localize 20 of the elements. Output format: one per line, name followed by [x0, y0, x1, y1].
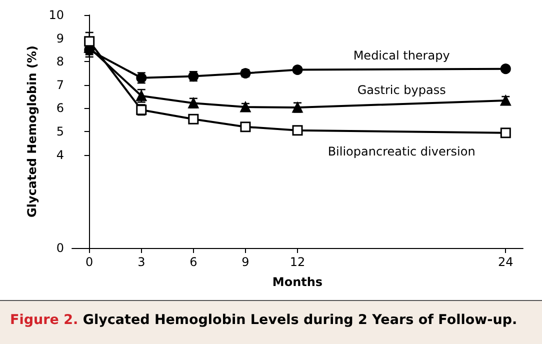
- y-tick-label: 7: [56, 78, 64, 92]
- x-tick-label: 0: [86, 255, 94, 269]
- series-label: Gastric bypass: [357, 83, 446, 98]
- y-tick-label: 0: [56, 241, 64, 255]
- y-axis-title: Glycated Hemoglobin (%): [24, 46, 39, 218]
- y-tick-label: 4: [56, 148, 64, 162]
- y-tick-label: 8: [56, 54, 64, 69]
- x-tick-label: 3: [138, 255, 146, 269]
- y-tick-label: 6: [56, 101, 64, 116]
- x-tick-label: 9: [242, 255, 250, 269]
- text: Figure 2. Glycated Hemoglobin Levels during 2 Years of Follow-up.: [10, 312, 518, 328]
- y-tick-label: 10: [48, 8, 64, 22]
- x-axis-title: Months: [272, 275, 323, 289]
- x-tick-label: 24: [498, 255, 514, 269]
- x-tick-label: 6: [190, 255, 198, 269]
- series-label: Medical therapy: [353, 48, 450, 62]
- x-tick-label: 12: [290, 255, 306, 269]
- y-tick-label: 9: [56, 31, 64, 46]
- y-tick-label: 5: [56, 124, 64, 138]
- series-label: Biliopancreatic diversion: [328, 144, 476, 159]
